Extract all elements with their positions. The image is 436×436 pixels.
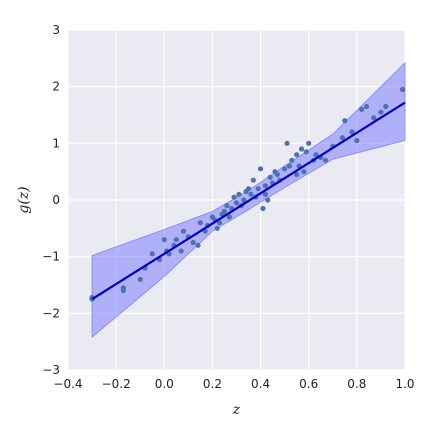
x-tick-label: 0.4 <box>251 377 270 391</box>
regression-line <box>91 101 406 301</box>
x-tick-label: 0.6 <box>299 377 318 391</box>
data-point <box>349 129 355 135</box>
data-point <box>250 177 256 183</box>
data-point <box>197 220 203 226</box>
data-point <box>294 152 300 158</box>
x-tick-label: −0.2 <box>102 377 131 391</box>
x-tick-label: 0.2 <box>203 377 222 391</box>
data-point <box>173 237 179 243</box>
data-point <box>137 276 143 282</box>
data-point <box>371 115 377 121</box>
data-point <box>226 214 232 220</box>
fit-line-layer <box>91 101 406 301</box>
data-point <box>294 171 300 178</box>
data-point <box>363 103 370 110</box>
data-point <box>342 118 348 124</box>
data-point <box>354 137 360 144</box>
data-point <box>245 186 252 192</box>
y-tick-label: 2 <box>52 80 60 94</box>
data-point <box>260 205 266 212</box>
data-point <box>120 288 126 294</box>
data-point <box>313 152 319 158</box>
y-tick-label: −2 <box>42 306 60 320</box>
data-point <box>298 146 305 152</box>
data-point <box>231 194 237 200</box>
x-axis-label: z <box>232 402 241 418</box>
data-point <box>286 163 293 169</box>
x-tick-label: 0.0 <box>155 377 174 391</box>
data-point <box>224 203 230 209</box>
data-point <box>214 225 220 231</box>
data-point <box>241 197 247 203</box>
data-point <box>233 200 240 206</box>
data-point <box>359 106 365 112</box>
data-point <box>378 109 384 115</box>
y-tick-label: −1 <box>42 250 60 264</box>
data-point <box>178 248 184 254</box>
y-tick-label: −3 <box>42 363 60 377</box>
y-tick-label: 1 <box>52 136 60 150</box>
y-axis-label: g(z) <box>16 186 32 213</box>
data-point <box>284 140 290 146</box>
x-tick-label: 1.0 <box>395 377 414 391</box>
data-point <box>236 191 242 197</box>
data-point <box>149 251 155 257</box>
data-point <box>274 171 281 178</box>
data-point <box>255 186 261 192</box>
data-point <box>265 197 271 203</box>
data-point <box>180 228 187 234</box>
data-point <box>161 237 167 243</box>
x-tick-label: 0.8 <box>347 377 366 391</box>
data-point <box>190 239 196 246</box>
data-point <box>267 174 273 180</box>
data-point <box>221 208 228 214</box>
y-tick-label: 0 <box>52 193 60 207</box>
x-tick-labels: −0.4 −0.2 0.0 0.2 0.4 0.6 0.8 1.0 <box>53 377 414 391</box>
data-point <box>399 86 406 93</box>
data-point <box>217 220 223 226</box>
data-point <box>195 242 201 248</box>
y-tick-label: 3 <box>52 23 60 37</box>
data-point <box>257 166 264 172</box>
data-point <box>383 103 389 110</box>
x-tick-label: −0.4 <box>53 377 82 391</box>
data-point <box>248 191 254 197</box>
data-point <box>282 166 288 172</box>
data-point <box>306 140 312 146</box>
data-point <box>303 149 309 155</box>
data-point <box>262 183 268 189</box>
data-point <box>322 157 329 163</box>
data-point <box>262 191 268 197</box>
data-point <box>289 157 295 163</box>
y-tick-labels: −3 −2 −1 0 1 2 3 <box>42 23 60 377</box>
data-point <box>339 135 346 141</box>
data-point <box>301 169 307 175</box>
